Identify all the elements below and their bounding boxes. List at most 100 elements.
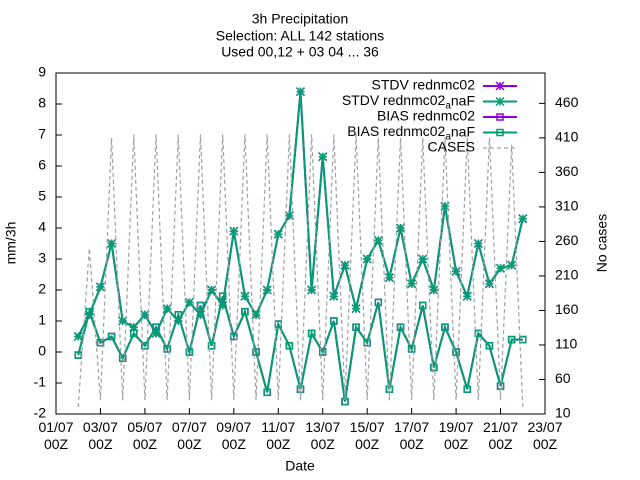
y2-tick-label: 210 [555,267,579,283]
point [496,128,504,137]
y2-tick-label: 260 [555,232,579,248]
x-tick-label: 15/07 00Z [350,419,385,452]
legend-label: CASES [428,139,475,155]
y2-tick-label: 360 [555,163,579,179]
point [463,385,471,393]
point [163,345,171,353]
point [151,328,161,338]
point [484,279,494,289]
point [496,263,506,273]
point [95,282,105,292]
point [485,342,494,350]
point [307,285,317,295]
point [351,304,361,314]
y-tick-label: 8 [38,95,46,111]
y2-tick-label: 460 [555,94,579,110]
point [473,238,483,249]
point [162,304,172,314]
point [407,279,417,289]
point [441,323,449,331]
y-tick-label: -1 [34,374,47,390]
point [241,307,249,316]
point [330,317,338,325]
point [195,310,206,320]
point [207,342,216,350]
point [430,363,438,372]
x-tick-label: 01/07 00Z [38,419,73,452]
y2-axis-label: No cases [594,214,610,272]
point [152,323,160,331]
point [440,201,450,211]
legend-label: BIAS rednmc02anaF [347,123,475,142]
point [496,113,504,121]
point [262,285,272,295]
point [85,307,94,316]
point [140,310,150,320]
point [185,348,194,356]
point [519,335,527,344]
point [507,335,516,344]
point [207,285,217,295]
y-tick-label: 3 [38,250,46,266]
point [418,254,428,264]
x-tick-label: 13/07 00Z [305,419,340,452]
y-tick-label: 7 [38,126,46,142]
point [495,96,505,107]
chart-subtitle: Selection: ALL 142 stations [216,28,384,44]
y2-tick-label: 410 [555,129,579,145]
y-tick-label: -2 [34,405,47,421]
point [130,329,138,338]
point [329,291,339,301]
legend-label: BIAS rednmc02 [377,108,475,124]
point [384,273,394,283]
y-axis-label: mm/3h [3,222,19,265]
x-tick-label: 21/07 00Z [483,419,518,452]
y-tick-label: 0 [38,343,46,359]
point [452,348,460,356]
x-tick-label: 11/07 00Z [261,419,295,452]
y-tick-label: 4 [38,219,46,235]
series-line [77,134,524,408]
point [229,226,239,236]
point [107,332,116,341]
point [251,310,261,320]
y-tick-label: 5 [38,188,46,204]
y2-tick-label: 110 [555,336,578,352]
chart-title: 3h Precipitation [252,11,349,27]
legend-label: STDV rednmc02 [372,77,476,93]
point [240,291,250,301]
point [318,348,327,356]
y2-tick-label: 160 [555,301,579,317]
legend-label: STDV rednmc02anaF [342,92,475,111]
point [451,266,461,276]
point [218,300,228,311]
point [373,235,383,245]
point [173,316,183,326]
point [263,388,271,397]
point [129,322,139,332]
point [307,329,316,338]
point [252,348,260,356]
point [273,229,283,239]
y2-tick-label: 10 [555,405,571,421]
point [196,301,205,310]
point [174,311,182,319]
point [218,292,227,300]
point [407,345,416,353]
point [395,223,406,233]
point [462,291,472,301]
point [419,301,427,310]
x-tick-label: 05/07 00Z [127,419,162,452]
point [141,342,149,350]
point [495,81,505,91]
point [118,316,128,326]
x-tick-label: 09/07 00Z [216,419,251,452]
point [518,214,528,224]
point [73,331,83,342]
y-tick-label: 9 [38,64,46,80]
point [340,260,350,270]
point [284,211,294,221]
point [285,342,294,350]
